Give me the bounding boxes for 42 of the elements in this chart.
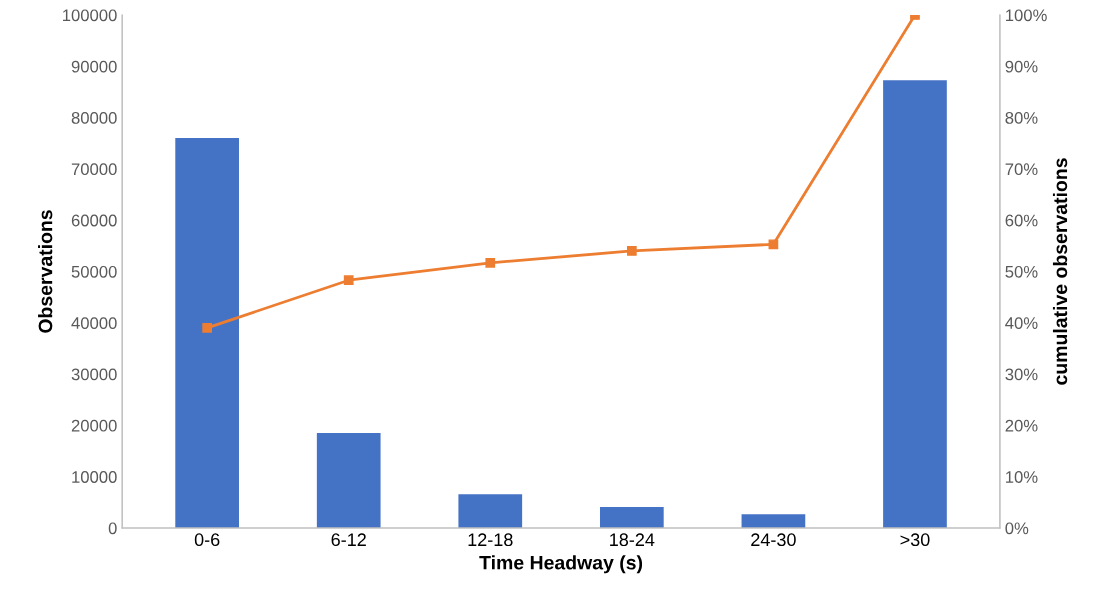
y-tick-label: 70000 [71,163,117,176]
y2-tick-label: 90% [1005,60,1038,73]
bar [316,433,381,528]
x-axis-title: Time Headway (s) [479,555,643,574]
y2-tick-label: 60% [1005,214,1038,227]
y-tick-label: 40000 [71,317,117,329]
x-tick-label: 0-6 [194,533,220,547]
point [485,257,496,268]
bar [883,80,947,528]
x-tick-label: 18-24 [610,533,655,547]
bar [175,138,239,528]
point [202,323,213,333]
y2-tick-label: 0% [1005,522,1029,535]
point [626,246,637,256]
y-tick-label: 10000 [72,471,117,483]
y2-tick-label: 100% [1006,9,1047,22]
bar [458,494,523,528]
y2-tick-label: 20% [1005,419,1038,432]
y2-axis-title: cumulative observations [1052,158,1068,385]
y2-tick-label: 30% [1005,368,1038,381]
bar [599,506,664,528]
y2-tick-label: 40% [1005,317,1038,329]
point [343,275,354,286]
y-tick-label: 100000 [63,9,117,22]
y2-tick-label: 50% [1005,265,1038,278]
y2-tick-label: 10% [1006,471,1038,483]
y-tick-label: 30000 [71,368,117,381]
x-tick-label: 6-12 [331,533,366,547]
x-tick-label: >30 [900,533,930,547]
y-tick-label: 20000 [71,419,117,432]
bar [741,514,806,528]
y2-tick-label: 80% [1005,112,1038,124]
x-tick-label: 12-18 [468,533,513,547]
point [768,239,779,250]
y-tick-label: 90000 [71,60,117,73]
y-tick-label: 50000 [71,265,117,278]
y-tick-label: 80000 [71,112,117,124]
y-axis-title: Observations [38,210,53,333]
y2-tick-label: 70% [1005,163,1038,176]
y-tick-label: 60000 [71,214,117,227]
x-tick-label: 24-30 [751,533,796,547]
y-tick-label: 0 [108,522,117,535]
